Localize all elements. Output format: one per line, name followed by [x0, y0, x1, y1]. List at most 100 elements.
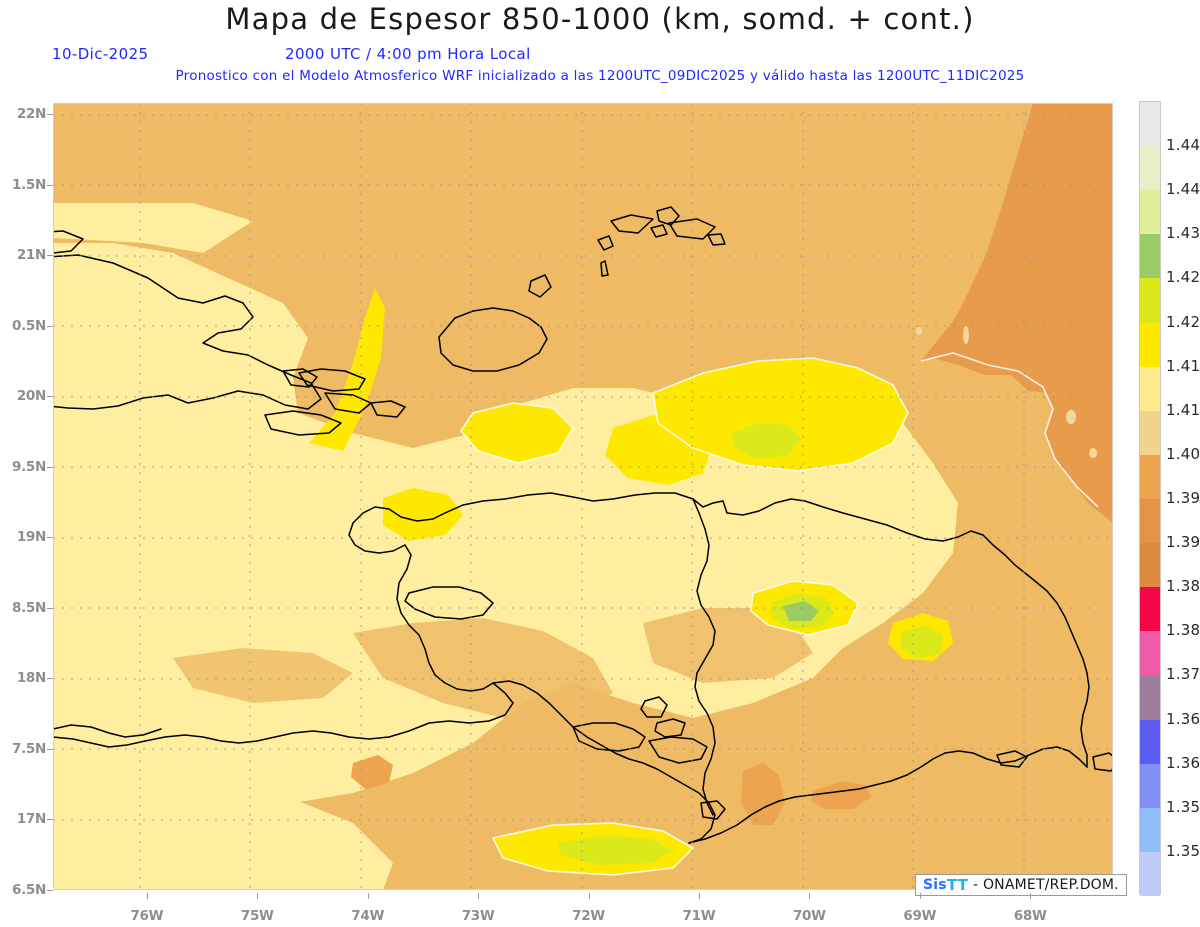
x-tick-mark [809, 893, 811, 899]
y-tick-label: 8.5N [11, 599, 46, 616]
colorbar-band [1140, 366, 1160, 411]
map-plot-area[interactable] [53, 103, 1113, 890]
colorbar-tick-label: 1.356 [1166, 797, 1200, 816]
colorbar-tick-label: 1.428 [1166, 268, 1200, 287]
grid-lines [53, 103, 1113, 890]
y-tick-label: 9.5N [11, 458, 46, 475]
colorbar-band [1140, 410, 1160, 455]
colorbar-tick-label: 1.404 [1166, 444, 1200, 463]
colorbar-tick-label: 1.392 [1166, 533, 1200, 552]
colorbar-band [1140, 499, 1160, 544]
colorbar-band [1140, 102, 1160, 147]
colorbar-band [1140, 190, 1160, 235]
colorbar-tick-label: 1.368 [1166, 709, 1200, 728]
y-tick-mark [47, 537, 53, 539]
y-tick-label: 20N [16, 388, 46, 405]
x-tick-mark [698, 893, 700, 899]
band-1.410-1.416-sw [53, 743, 393, 890]
band-1.416-1.422-dr-nc [605, 415, 713, 485]
x-tick-label: 72W [572, 908, 605, 924]
islet-a [963, 326, 969, 344]
islet-c [1089, 448, 1097, 458]
y-tick-label: 7.5N [11, 740, 46, 757]
contour-lines [459, 352, 1099, 876]
model-description: Pronostico con el Modelo Atmosferico WRF… [175, 68, 1025, 84]
y-tick-mark [47, 114, 53, 116]
x-tick-label: 69W [903, 908, 937, 924]
colorbar-band [1140, 851, 1160, 896]
sis-logo-text: Sis [923, 877, 947, 893]
colorbar-tick-label: 1.446 [1166, 136, 1200, 155]
colorbar-tick-label: 1.44 [1166, 180, 1200, 199]
colorbar-tick-label: 1.434 [1166, 224, 1200, 243]
colorbar-band [1140, 763, 1160, 808]
colorbar-band [1140, 234, 1160, 279]
colorbar[interactable] [1139, 101, 1161, 896]
band-atlantic-ne-orange-2 [921, 103, 1113, 518]
colorbar-band [1140, 719, 1160, 764]
colorbar-band [1140, 322, 1160, 367]
band-1.428-1.434-core [783, 601, 819, 621]
y-tick-mark [47, 255, 53, 257]
y-tick-mark [47, 748, 53, 750]
islet-d [916, 327, 922, 335]
y-tick-mark [47, 184, 53, 186]
islet-b [1066, 410, 1076, 424]
band-1.398-1.404-haiti-s [741, 763, 785, 825]
x-tick-mark [919, 893, 921, 899]
pi-icon: TT [946, 876, 969, 894]
colorbar-band [1140, 587, 1160, 632]
colorbar-tick-label: 1.416 [1166, 356, 1200, 375]
coastline-layer [53, 206, 1113, 844]
thickness-contour-map [53, 103, 1113, 890]
y-tick-mark [47, 466, 53, 468]
band-1.398-1.404-south-sea [811, 781, 871, 809]
colorbar-tick-label: 1.422 [1166, 312, 1200, 331]
band-1.410-1.416 [53, 243, 958, 863]
y-tick-label: 1.5N [11, 176, 46, 193]
colorbar-band [1140, 454, 1160, 499]
x-tick-label: 73W [461, 908, 495, 924]
tan-intrusion-west [173, 648, 353, 703]
colorbar-band [1140, 675, 1160, 720]
y-tick-mark [47, 890, 53, 891]
y-tick-label: 21N [16, 247, 46, 264]
colorbar-band [1140, 631, 1160, 676]
band-1.410-1.416-nw [53, 203, 253, 253]
colorbar-tick-label: 1.362 [1166, 753, 1200, 772]
colorbar-band [1140, 543, 1160, 588]
y-tick-mark [47, 678, 53, 680]
y-tick-label: 17N [16, 811, 46, 828]
x-tick-label: 75W [240, 908, 274, 924]
colorbar-tick-label: 1.41 [1166, 400, 1200, 419]
x-tick-mark [367, 893, 369, 899]
tan-intrusion-central [353, 618, 613, 718]
band-1.416-1.422-cibao [461, 403, 573, 463]
credit-organization: - ONAMET/REP.DOM. [973, 877, 1119, 893]
band-1.416-1.422-dr-north [653, 358, 908, 471]
y-axis: 22N 1.5N 21N 0.5N 20N 9.5N 19N 8.5N 18N 7.5N 17N 6.… [0, 0, 53, 927]
page-title: Mapa de Espesor 850-1000 (km, somd. + co… [225, 2, 975, 36]
y-tick-mark [47, 396, 53, 398]
x-tick-label: 74W [351, 908, 385, 924]
x-tick-label: 76W [130, 908, 164, 924]
colorbar-band [1140, 278, 1160, 323]
valid-date: 10-Dic-2025 [52, 45, 149, 63]
colorbar-tick-label: 1.398 [1166, 489, 1200, 507]
y-tick-mark [47, 325, 53, 327]
y-tick-mark [47, 607, 53, 609]
colorbar-tick-label: 1.35 [1166, 841, 1200, 860]
y-tick-label: 6.5N [11, 882, 46, 898]
y-tick-mark [47, 819, 53, 821]
band-1.422-1.428-core-a [731, 423, 801, 459]
x-tick-mark [1030, 893, 1032, 899]
band-1.416-1.422-nw-dr [383, 488, 463, 541]
x-tick-mark [478, 893, 480, 899]
x-axis: 76W 75W 74W 73W 72W 71W 70W 69W 68W [0, 893, 1200, 927]
chart-header: Mapa de Espesor 850-1000 (km, somd. + co… [0, 0, 1200, 95]
x-tick-label: 68W [1013, 908, 1047, 924]
band-1.398-1.404-sw [351, 755, 393, 789]
colorbar-band [1140, 146, 1160, 191]
tan-intrusion-east [643, 608, 813, 683]
valid-time: 2000 UTC / 4:00 pm Hora Local [285, 45, 531, 63]
